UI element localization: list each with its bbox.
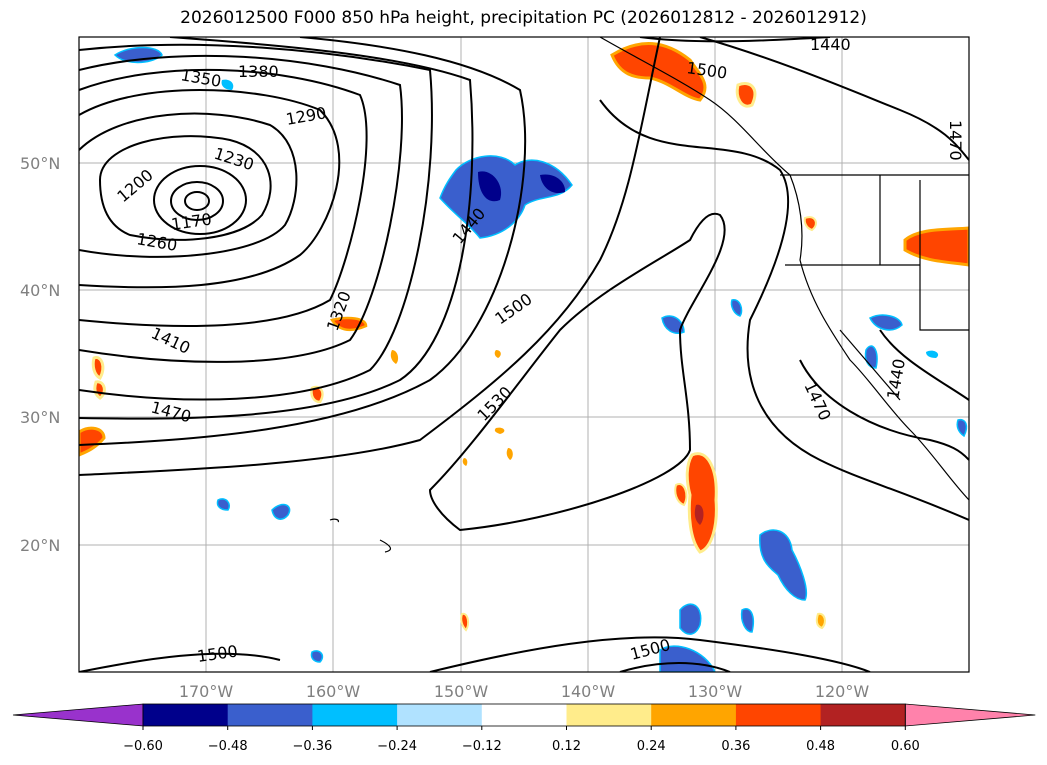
colorbar-tick-label: −0.48: [208, 739, 248, 754]
positive-anomaly-region: [610, 42, 707, 102]
colorbar-outline: [142, 703, 906, 727]
colorbar-extend-min: [12, 703, 144, 727]
colorbar-tick-label: −0.36: [292, 739, 332, 754]
positive-anomaly-region: [903, 226, 969, 267]
lon-tick-label: 130°W: [688, 682, 743, 701]
colorbar-segment: [227, 704, 313, 726]
coastlines: [329, 37, 969, 553]
contour-label: 1440: [810, 35, 851, 54]
colorbar-tick-label: 0.24: [637, 739, 666, 754]
precip-shading: [79, 42, 969, 672]
colorbar-tick-label: −0.60: [123, 739, 163, 754]
colorbar-tick-label: 0.48: [806, 739, 835, 754]
lon-tick-label: 140°W: [561, 682, 616, 701]
lat-tick-label: 20°N: [20, 536, 60, 555]
lon-tick-label: 160°W: [306, 682, 361, 701]
negative-anomaly-region: [439, 155, 573, 239]
longitude-ticks: 170°W 160°W 150°W 140°W 130°W 120°W: [179, 682, 870, 701]
colorbar-segment: [312, 704, 398, 726]
colorbar-segment: [143, 704, 229, 726]
colorbar-segment: [397, 704, 483, 726]
colorbar-tick-label: 0.60: [891, 739, 920, 754]
lat-tick-label: 40°N: [20, 281, 60, 300]
colorbar-segment: [481, 704, 567, 726]
map-title: 2026012500 F000 850 hPa height, precipit…: [180, 8, 867, 28]
map-border: [78, 36, 970, 673]
lon-tick-label: 150°W: [434, 682, 489, 701]
colorbar-extend-max: [904, 703, 1036, 727]
latitude-ticks: 50°N 40°N 30°N 20°N: [20, 154, 60, 555]
contour-label: 1380: [238, 62, 279, 81]
colorbar-segment: [566, 704, 652, 726]
positive-anomaly-region: [685, 452, 718, 554]
lon-tick-label: 120°W: [815, 682, 870, 701]
colorbar-tick-label: −0.12: [462, 739, 502, 754]
colorbar-segment: [735, 704, 822, 726]
lat-tick-label: 30°N: [20, 408, 60, 427]
colorbar: −0.60 −0.48 −0.36 −0.24 −0.12 0.12 0.24 0.36 0.4…: [12, 703, 1036, 754]
colorbar-tick-label: 0.36: [721, 739, 750, 754]
colorbar-segment: [651, 704, 737, 726]
lat-tick-label: 50°N: [20, 154, 60, 173]
contour-label: 1470: [946, 120, 965, 161]
colorbar-segment: [820, 704, 906, 726]
colorbar-tick-label: 0.12: [552, 739, 581, 754]
height-contours: [79, 37, 969, 672]
colorbar-tick-label: −0.24: [377, 739, 417, 754]
lon-tick-label: 170°W: [179, 682, 234, 701]
